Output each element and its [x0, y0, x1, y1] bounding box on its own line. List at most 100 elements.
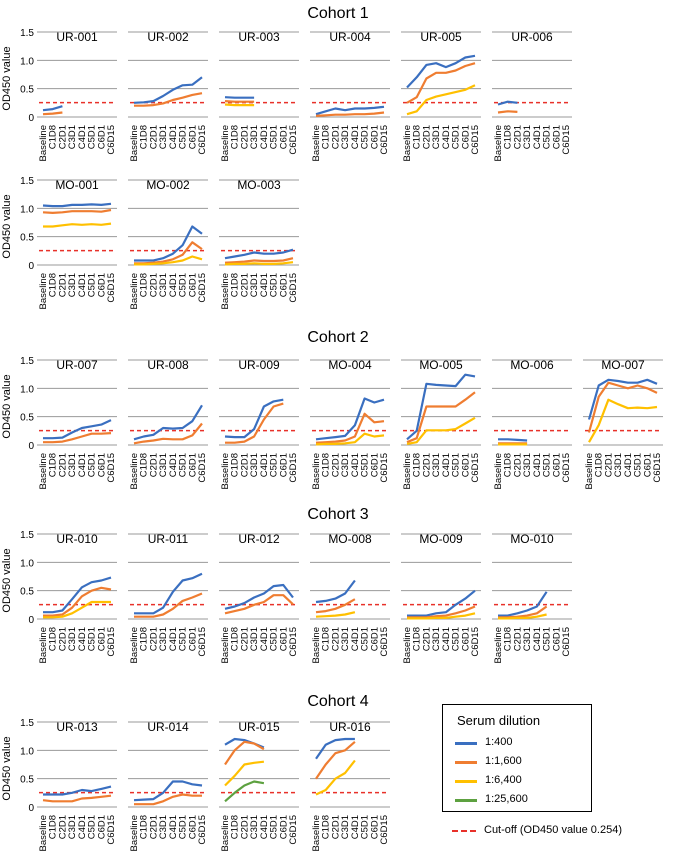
x-tick-label: C4D1 [441, 453, 452, 477]
panel-title: UR-013 [56, 720, 98, 734]
panel-title: MO-005 [419, 358, 463, 372]
x-tick-label: C4D1 [77, 273, 88, 297]
panel-title: UR-015 [238, 720, 280, 734]
x-tick-label: Baseline [311, 453, 322, 489]
x-tick-label: C6D15 [379, 815, 390, 845]
x-tick-label: C5D1 [542, 627, 553, 651]
x-tick-label: C4D1 [259, 815, 270, 839]
x-tick-label: C5D1 [451, 453, 462, 477]
series-line-11600 [134, 793, 202, 806]
panel-mo-010: MO-010 BaselineC1D8C2D1C3D1C4D1C5D1C6D1C6… [492, 532, 572, 663]
series-line-16400 [407, 612, 476, 620]
panel-title: UR-008 [147, 358, 189, 372]
x-tick-label: C3D1 [249, 453, 260, 477]
panel-title: MO-008 [328, 532, 372, 546]
panel-ur-001: UR-001 BaselineC1D8C2D1C3D1C4D1C5D1C6D1C6… [37, 30, 117, 161]
series-line-11600 [134, 592, 203, 618]
x-tick-label: C2D1 [330, 815, 341, 839]
series-line-16400 [406, 84, 476, 116]
y-tick-label: 0 [28, 803, 34, 814]
x-tick-label: C5D1 [178, 627, 189, 651]
x-tick-label: C6D1 [642, 453, 653, 477]
panel-title: MO-006 [510, 358, 554, 372]
panel-mo-006: MO-006 BaselineC1D8C2D1C3D1C4D1C5D1C6D1C6… [492, 358, 572, 489]
legend-swatch-1-1600 [455, 761, 477, 764]
x-tick-label: C6D15 [470, 125, 481, 155]
x-tick-label: C5D1 [87, 815, 98, 839]
series-line-1400 [42, 105, 63, 112]
x-tick-label: C2D1 [239, 453, 250, 477]
x-tick-label: C3D1 [158, 273, 169, 297]
x-tick-label: C6D1 [187, 125, 198, 149]
x-tick-label: C1D8 [230, 453, 241, 477]
series-line-125600 [224, 780, 265, 803]
x-tick-label: C6D15 [379, 627, 390, 657]
x-tick-label: Baseline [220, 273, 231, 309]
panel-title: MO-003 [237, 178, 281, 192]
x-tick-label: C1D8 [139, 815, 150, 839]
x-tick-label: C5D1 [451, 627, 462, 651]
x-tick-label: C4D1 [168, 453, 179, 477]
x-tick-label: C2D1 [239, 815, 250, 839]
x-tick-label: C4D1 [77, 125, 88, 149]
series-line-11600 [407, 605, 476, 619]
series-line-11600 [224, 740, 265, 766]
x-tick-label: C6D15 [379, 453, 390, 483]
x-tick-label: C1D8 [412, 453, 423, 477]
x-tick-label: C4D1 [77, 453, 88, 477]
x-tick-label: C5D1 [542, 453, 553, 477]
x-tick-label: C4D1 [168, 815, 179, 839]
x-tick-label: C6D15 [288, 453, 299, 483]
y-tick-label: 0 [28, 441, 34, 452]
panel-title: UR-012 [238, 532, 280, 546]
series-line-1400 [406, 54, 476, 89]
series-line-11600 [587, 381, 658, 433]
x-tick-label: C1D8 [412, 125, 423, 149]
cohort-row: Cohort 4 OD450 value 0 0.5 1.0 1.5 UR-013 Basel… [1, 693, 390, 851]
x-tick-label: C6D15 [197, 125, 208, 155]
panel-title: UR-003 [238, 30, 280, 44]
panel-ur-003: UR-003 BaselineC1D8C2D1C3D1C4D1C5D1C6D1C6… [219, 30, 299, 161]
x-tick-label: C2D1 [239, 273, 250, 297]
x-tick-label: Baseline [38, 453, 49, 489]
x-tick-label: C3D1 [249, 273, 260, 297]
panel-ur-005: UR-005 BaselineC1D8C2D1C3D1C4D1C5D1C6D1C6… [401, 30, 481, 161]
x-tick-label: Baseline [220, 453, 231, 489]
series-line-11600 [43, 586, 112, 617]
x-tick-label: C6D15 [106, 815, 117, 845]
series-line-11600 [497, 110, 518, 114]
series-line-16400 [315, 611, 356, 618]
x-tick-label: Baseline [129, 627, 140, 663]
x-tick-label: C3D1 [158, 627, 169, 651]
panel-mo-002: MO-002 BaselineC1D8C2D1C3D1C4D1C5D1C6D1C6… [128, 178, 208, 309]
series-line-16400 [134, 255, 203, 266]
x-tick-label: Baseline [220, 815, 231, 851]
x-tick-label: C4D1 [441, 627, 452, 651]
x-tick-label: C2D1 [421, 125, 432, 149]
panel-mo-005: MO-005 BaselineC1D8C2D1C3D1C4D1C5D1C6D1C6… [401, 358, 481, 489]
series-line-16400 [224, 760, 265, 787]
x-tick-label: C5D1 [360, 815, 371, 839]
x-tick-label: Baseline [402, 627, 413, 663]
x-tick-label: C6D15 [652, 453, 663, 483]
x-tick-label: Baseline [38, 815, 49, 851]
x-tick-label: C6D15 [561, 627, 572, 657]
x-tick-label: C4D1 [441, 125, 452, 149]
x-tick-label: C1D8 [139, 125, 150, 149]
series-line-1400 [315, 737, 355, 760]
x-tick-label: C2D1 [57, 125, 68, 149]
x-tick-label: C3D1 [340, 453, 351, 477]
panel-title: UR-006 [511, 30, 553, 44]
x-tick-label: C6D1 [187, 627, 198, 651]
series-line-1400 [224, 248, 294, 260]
y-tick-label: 1.0 [20, 384, 34, 395]
x-tick-label: C2D1 [330, 627, 341, 651]
x-tick-label: C6D1 [369, 627, 380, 651]
x-tick-label: C1D8 [321, 125, 332, 149]
x-tick-label: C6D1 [96, 273, 107, 297]
y-tick-label: 0.5 [20, 413, 34, 424]
series-line-11600 [133, 422, 203, 445]
x-tick-label: C6D15 [197, 453, 208, 483]
series-line-11600 [134, 241, 203, 265]
